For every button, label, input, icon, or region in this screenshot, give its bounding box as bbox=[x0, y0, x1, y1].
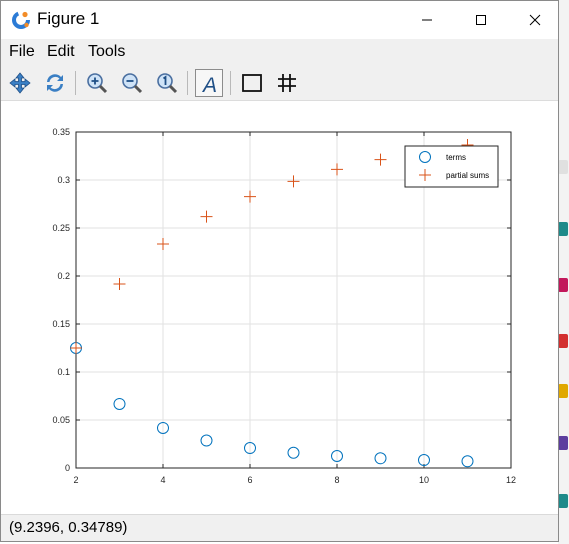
desktop-icon bbox=[558, 222, 568, 236]
close-icon bbox=[529, 14, 541, 26]
figure-window: Figure 1 File Edit Tools bbox=[0, 0, 559, 542]
scatter-chart[interactable]: 2 4 6 8 10 12 0 0.05 0.1 0.15 0.2 0.25 0.3 0.35 terms p… bbox=[1, 102, 558, 514]
y-tick-label: 0.05 bbox=[52, 415, 70, 425]
zoom-in-button[interactable] bbox=[83, 69, 111, 97]
partial-sums-point bbox=[70, 342, 82, 354]
menu-file[interactable]: File bbox=[9, 43, 35, 60]
legend-terms-label: terms bbox=[446, 153, 466, 162]
terms-point bbox=[374, 452, 387, 465]
cursor-coordinates: (9.2396, 0.34789) bbox=[9, 519, 128, 536]
legend-partial-sums-marker bbox=[419, 169, 431, 181]
y-tick-label: 0 bbox=[65, 463, 70, 473]
partial-sums-point bbox=[113, 277, 126, 290]
y-tick-label: 0.35 bbox=[52, 127, 70, 137]
status-bar: (9.2396, 0.34789) bbox=[1, 514, 558, 541]
axes-box-button[interactable] bbox=[238, 69, 266, 97]
x-tick-label: 10 bbox=[419, 475, 429, 485]
terms-point bbox=[113, 397, 126, 410]
terms-point bbox=[331, 450, 343, 462]
axes-frame bbox=[75, 131, 512, 469]
text-button[interactable]: A bbox=[195, 69, 223, 97]
minimize-button[interactable] bbox=[404, 1, 450, 39]
toolbar-separator bbox=[230, 71, 231, 95]
desktop-icon bbox=[558, 278, 568, 292]
y-tick-label: 0.1 bbox=[57, 367, 70, 377]
plot-area[interactable]: 2 4 6 8 10 12 0 0.05 0.1 0.15 0.2 0.25 0.3 0.35 terms p… bbox=[1, 102, 558, 514]
zoom-out-icon bbox=[122, 73, 143, 94]
window-title: Figure 1 bbox=[37, 9, 100, 28]
rotate-icon bbox=[47, 74, 63, 92]
x-tick-label: 12 bbox=[506, 475, 516, 485]
grid-icon bbox=[278, 74, 296, 92]
terms-point bbox=[461, 455, 474, 468]
y-tick-label: 0.3 bbox=[57, 175, 70, 185]
terms-point bbox=[418, 454, 430, 467]
terms-point bbox=[200, 434, 213, 447]
rotate-button[interactable] bbox=[41, 69, 69, 97]
close-button[interactable] bbox=[512, 1, 558, 39]
zoom-reset-button[interactable] bbox=[153, 69, 181, 97]
zoom-reset-icon bbox=[157, 73, 178, 94]
desktop-icon bbox=[558, 384, 568, 398]
menu-bar: File Edit Tools bbox=[1, 39, 558, 65]
axes-box-icon bbox=[242, 74, 262, 92]
grid-button[interactable] bbox=[273, 69, 301, 97]
menu-edit[interactable]: Edit bbox=[47, 43, 75, 60]
pan-icon bbox=[9, 72, 31, 94]
legend-partial-sums-label: partial sums bbox=[446, 171, 489, 180]
partial-sums-point bbox=[200, 210, 213, 223]
desktop-background bbox=[558, 0, 569, 544]
partial-sums-point bbox=[374, 153, 387, 166]
maximize-icon bbox=[476, 15, 486, 25]
legend: terms partial sums bbox=[404, 145, 499, 188]
text-icon: A bbox=[201, 74, 217, 96]
y-tick-label: 0.2 bbox=[57, 271, 70, 281]
desktop-icon bbox=[558, 160, 568, 174]
terms-point bbox=[287, 446, 300, 459]
legend-box bbox=[404, 145, 499, 188]
partial-sums-point bbox=[157, 238, 169, 251]
title-bar[interactable]: Figure 1 bbox=[1, 1, 558, 39]
zoom-out-button[interactable] bbox=[118, 69, 146, 97]
toolbar: A bbox=[1, 65, 558, 101]
desktop-icon bbox=[558, 436, 568, 450]
minimize-icon bbox=[422, 19, 432, 21]
x-tick-label: 4 bbox=[160, 475, 165, 485]
toolbar-separator bbox=[187, 71, 188, 95]
partial-sums-point bbox=[331, 163, 343, 176]
x-tick-label: 8 bbox=[334, 475, 339, 485]
zoom-in-icon bbox=[87, 73, 108, 94]
x-tick-label: 6 bbox=[247, 475, 252, 485]
partial-sums-point bbox=[244, 190, 256, 203]
svg-text:A: A bbox=[201, 74, 217, 96]
legend-terms-marker bbox=[419, 151, 431, 163]
menu-tools[interactable]: Tools bbox=[88, 43, 126, 60]
pan-button[interactable] bbox=[6, 69, 34, 97]
partial-sums-point bbox=[287, 175, 300, 188]
maximize-button[interactable] bbox=[458, 1, 504, 39]
y-tick-label: 0.25 bbox=[52, 223, 70, 233]
octave-logo-icon bbox=[12, 11, 30, 29]
desktop-icon bbox=[558, 494, 568, 508]
y-tick-label: 0.15 bbox=[52, 319, 70, 329]
terms-point bbox=[244, 442, 256, 455]
terms-point bbox=[157, 421, 169, 434]
desktop-icon bbox=[558, 334, 568, 348]
x-tick-label: 2 bbox=[73, 475, 78, 485]
toolbar-separator bbox=[75, 71, 76, 95]
